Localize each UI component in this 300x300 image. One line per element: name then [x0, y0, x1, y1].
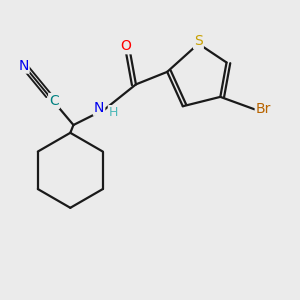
Text: N: N: [94, 101, 104, 115]
Text: O: O: [121, 39, 131, 53]
Text: H: H: [109, 106, 118, 119]
Text: N: N: [18, 58, 28, 73]
Text: Br: Br: [256, 102, 271, 116]
Text: C: C: [49, 94, 59, 108]
Text: S: S: [194, 34, 203, 48]
